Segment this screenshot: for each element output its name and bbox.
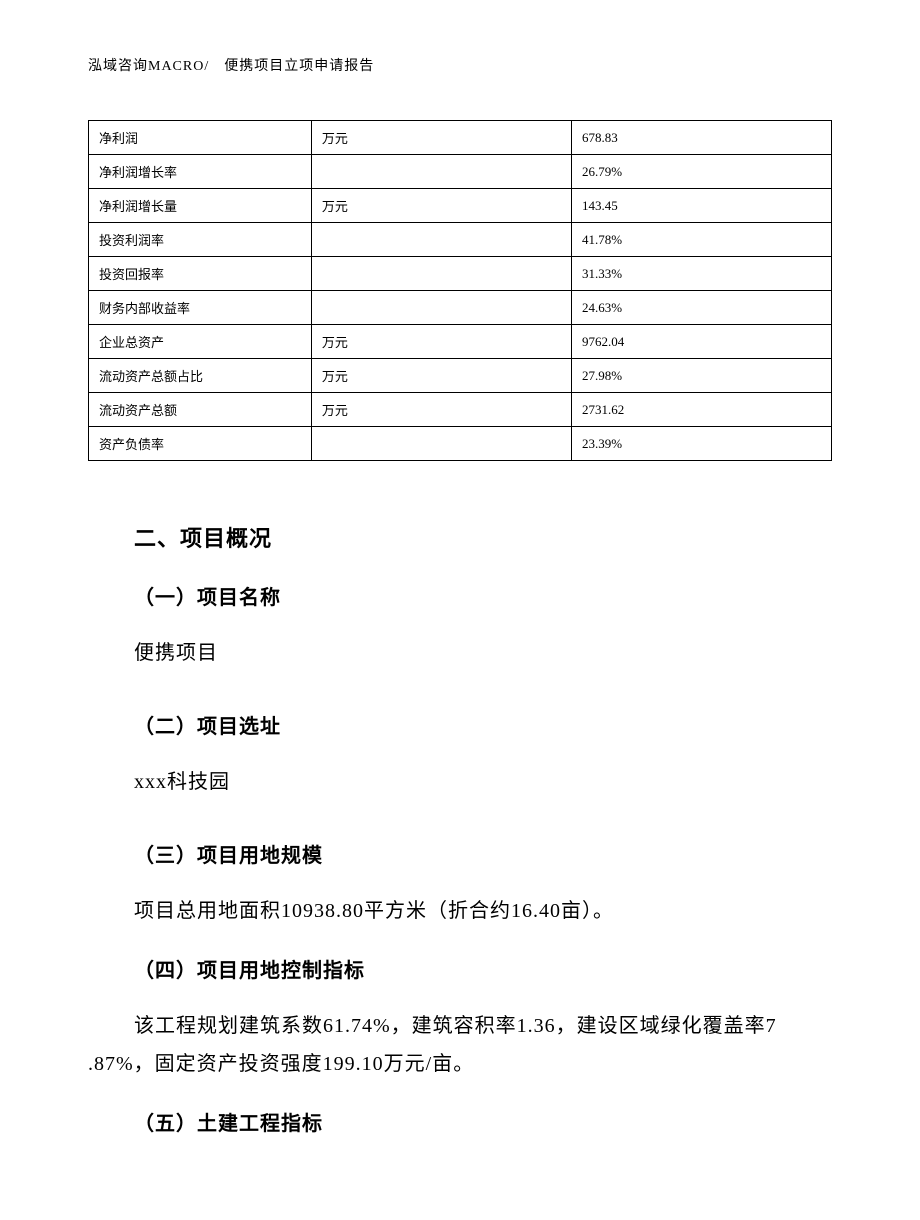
- table-cell-unit: [311, 155, 571, 189]
- sub-heading-5: （五）土建工程指标: [134, 1107, 832, 1136]
- table-cell-value: 24.63%: [571, 291, 831, 325]
- table-row: 资产负债率 23.39%: [89, 427, 832, 461]
- table-cell-value: 9762.04: [571, 325, 831, 359]
- table-row: 净利润增长率 26.79%: [89, 155, 832, 189]
- table-row: 财务内部收益率 24.63%: [89, 291, 832, 325]
- table-cell-label: 投资利润率: [89, 223, 312, 257]
- body-text-1: 便携项目: [134, 634, 832, 672]
- table-cell-value: 41.78%: [571, 223, 831, 257]
- table-cell-unit: 万元: [311, 189, 571, 223]
- table-cell-unit: 万元: [311, 325, 571, 359]
- body-text-3: 项目总用地面积10938.80平方米（折合约16.40亩）。: [88, 892, 832, 930]
- table-cell-value: 23.39%: [571, 427, 831, 461]
- table-cell-label: 流动资产总额: [89, 393, 312, 427]
- table-body: 净利润 万元 678.83 净利润增长率 26.79% 净利润增长量 万元 14…: [89, 121, 832, 461]
- table-cell-unit: [311, 223, 571, 257]
- table-row: 流动资产总额占比 万元 27.98%: [89, 359, 832, 393]
- table-cell-unit: 万元: [311, 359, 571, 393]
- sub-heading-1: （一）项目名称: [134, 581, 832, 610]
- table-cell-value: 678.83: [571, 121, 831, 155]
- body-text-2: xxx科技园: [134, 763, 832, 801]
- sub-heading-2: （二）项目选址: [134, 710, 832, 739]
- table-row: 净利润增长量 万元 143.45: [89, 189, 832, 223]
- table-cell-label: 流动资产总额占比: [89, 359, 312, 393]
- table-cell-value: 31.33%: [571, 257, 831, 291]
- table-row: 投资利润率 41.78%: [89, 223, 832, 257]
- sub-heading-3: （三）项目用地规模: [134, 839, 832, 868]
- table-cell-label: 资产负债率: [89, 427, 312, 461]
- table-cell-unit: 万元: [311, 393, 571, 427]
- table-row: 投资回报率 31.33%: [89, 257, 832, 291]
- table-cell-label: 财务内部收益率: [89, 291, 312, 325]
- table-row: 企业总资产 万元 9762.04: [89, 325, 832, 359]
- body-text-4-line2: .87%，固定资产投资强度199.10万元/亩。: [88, 1045, 832, 1083]
- table-cell-label: 净利润增长量: [89, 189, 312, 223]
- table-cell-label: 投资回报率: [89, 257, 312, 291]
- table-cell-unit: 万元: [311, 121, 571, 155]
- sub-heading-4: （四）项目用地控制指标: [134, 954, 832, 983]
- table-cell-unit: [311, 427, 571, 461]
- document-header: 泓域咨询MACRO/ 便携项目立项申请报告: [88, 55, 832, 75]
- table-row: 净利润 万元 678.83: [89, 121, 832, 155]
- table-row: 流动资产总额 万元 2731.62: [89, 393, 832, 427]
- section-heading: 二、项目概况: [134, 521, 832, 553]
- body-text-4-line1: 该工程规划建筑系数61.74%，建筑容积率1.36，建设区域绿化覆盖率7: [88, 1007, 832, 1045]
- table-cell-value: 143.45: [571, 189, 831, 223]
- table-cell-label: 净利润增长率: [89, 155, 312, 189]
- table-cell-unit: [311, 257, 571, 291]
- table-cell-value: 26.79%: [571, 155, 831, 189]
- table-cell-label: 净利润: [89, 121, 312, 155]
- page-container: 泓域咨询MACRO/ 便携项目立项申请报告 净利润 万元 678.83 净利润增…: [0, 0, 920, 1220]
- table-cell-value: 27.98%: [571, 359, 831, 393]
- table-cell-value: 2731.62: [571, 393, 831, 427]
- financial-table: 净利润 万元 678.83 净利润增长率 26.79% 净利润增长量 万元 14…: [88, 120, 832, 461]
- table-cell-unit: [311, 291, 571, 325]
- table-cell-label: 企业总资产: [89, 325, 312, 359]
- body-text-4: 该工程规划建筑系数61.74%，建筑容积率1.36，建设区域绿化覆盖率7 .87…: [88, 1007, 832, 1083]
